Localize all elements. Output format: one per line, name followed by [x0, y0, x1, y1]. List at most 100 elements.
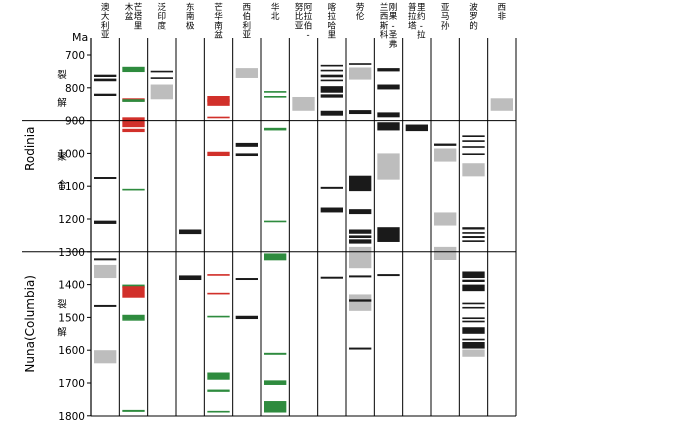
event-bar-black — [462, 232, 485, 234]
event-bar-green — [207, 410, 230, 413]
column-header-char: 华 — [271, 1, 280, 13]
event-bar-red — [207, 292, 230, 295]
column-header-char: 普 — [408, 1, 417, 13]
event-bar-green — [122, 319, 145, 321]
column-header: 劳伦 — [356, 1, 365, 22]
stage-label-breakup: 裂 — [57, 69, 67, 81]
event-bar-black — [462, 302, 485, 305]
column-header-char: 亚 — [101, 30, 110, 41]
event-bar-gray — [434, 148, 457, 162]
event-bar-red — [207, 151, 230, 157]
event-bar-green — [264, 401, 287, 413]
column-header-char: 斯 — [380, 19, 389, 31]
column-header: 亚马孙 — [441, 2, 450, 31]
column-header-char: 拉 — [304, 10, 313, 22]
event-bar-black — [320, 110, 343, 116]
event-bar-gray — [94, 350, 117, 364]
column-header-char: 孙 — [441, 19, 450, 31]
column-header: 西非 — [498, 2, 507, 22]
event-bar-black — [462, 146, 485, 148]
y-tick-label: 1100 — [58, 181, 85, 193]
column-header-char: 约 — [417, 10, 426, 22]
event-bar-gray — [94, 264, 117, 279]
event-bar-green — [264, 96, 287, 98]
event-bar-green — [264, 380, 287, 385]
column-header: 华北 — [271, 1, 280, 22]
supercontinent-name: Rodinia — [23, 127, 37, 171]
event-bar-black — [349, 110, 372, 115]
event-bar-black — [320, 74, 343, 78]
event-bar-gray — [150, 84, 173, 100]
supercontinent-name: Nuna(Columbia) — [23, 275, 37, 373]
event-bar-green — [207, 315, 230, 318]
event-bar-black — [179, 229, 202, 235]
event-bar-gray — [292, 96, 315, 111]
event-bar-black — [462, 135, 485, 137]
event-bar-black — [349, 175, 372, 192]
column-header-char: 度 — [158, 19, 167, 31]
event-bar-red — [122, 117, 145, 128]
column-header-char: 非 — [498, 10, 507, 22]
event-bar-black — [94, 93, 117, 96]
event-bar-black — [349, 275, 372, 278]
event-bar-black — [349, 63, 372, 65]
column-header-char: 果 — [389, 11, 398, 22]
axis-unit-label: Ma — [72, 31, 88, 44]
event-bar-green — [264, 220, 287, 223]
column-header-char: 亚 — [295, 20, 304, 31]
column-header-char: 拉 — [328, 10, 337, 22]
stage-label-breakup: 解 — [57, 327, 67, 339]
frame — [22, 38, 517, 417]
event-bar-black — [94, 78, 117, 82]
event-bar-black — [462, 236, 485, 239]
column-header-char: 哈 — [328, 19, 337, 31]
event-bar-black — [349, 235, 372, 239]
column-header: 阿拉伯- 努比亚 — [295, 1, 313, 41]
column-header-char: 利 — [243, 19, 252, 31]
event-bars — [94, 63, 513, 413]
y-tick-label: 800 — [65, 83, 85, 95]
event-bar-gray — [462, 349, 485, 357]
column-header-char: 芒 — [134, 1, 143, 13]
column-header-char: 劳 — [356, 1, 365, 13]
event-bar-black — [462, 317, 485, 320]
event-bar-green — [122, 99, 145, 102]
event-bar-red — [207, 274, 230, 276]
event-bar-green — [122, 66, 145, 73]
column-header-char: - — [306, 31, 309, 41]
column-header: 东南极 — [186, 1, 195, 31]
y-tick-label: 1000 — [58, 148, 85, 160]
column-header-char: 弗 — [389, 38, 398, 50]
column-header-char: 印 — [158, 10, 167, 22]
event-bar-black — [94, 74, 117, 77]
event-bar-green — [207, 389, 230, 392]
column-header-char: 伯 — [304, 19, 313, 31]
event-bar-green — [122, 314, 145, 320]
event-bar-black — [349, 229, 372, 234]
column-header-char: 塔 — [134, 10, 143, 22]
column-header-char: 华 — [214, 10, 223, 22]
y-tick-label: 1400 — [58, 280, 85, 292]
event-bar-black — [434, 143, 457, 146]
event-bar-gray — [349, 246, 372, 269]
event-bar-black — [320, 86, 343, 93]
event-bar-black — [462, 279, 485, 282]
event-bar-black — [349, 347, 372, 350]
event-bar-black — [320, 207, 343, 213]
column-header-char: 澳 — [101, 1, 110, 13]
event-bar-gray — [377, 153, 400, 180]
y-tick-label: 1200 — [58, 214, 85, 226]
column-header-char: 圣 — [389, 30, 398, 41]
event-bar-black — [94, 220, 117, 224]
event-bar-black — [462, 327, 485, 334]
event-bar-black — [377, 112, 400, 118]
event-bar-black — [349, 299, 372, 302]
column-header-char: - — [391, 21, 394, 31]
column-header-char: 南 — [186, 10, 195, 22]
column-header-char: 西 — [380, 11, 389, 22]
